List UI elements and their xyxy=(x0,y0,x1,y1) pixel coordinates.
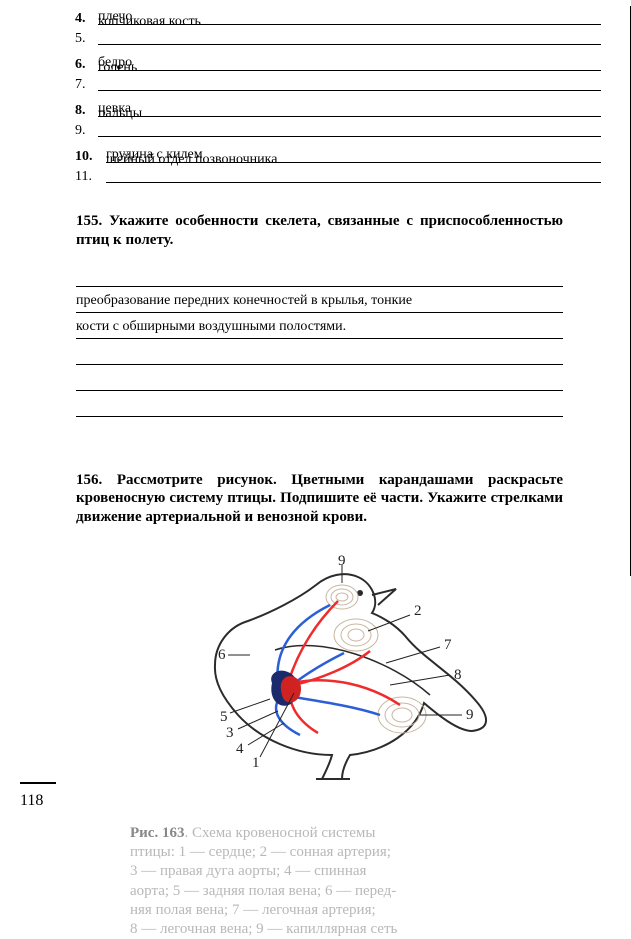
caption-text: . Схема кровеносной системы xyxy=(184,825,375,841)
blank-line xyxy=(76,372,563,391)
caption-text: аорта; 5 — задняя полая вена; 6 — перед- xyxy=(130,883,396,899)
answer-row: 5. копчиковая кость xyxy=(76,30,601,48)
answer-text: шейный отдел позвоночника xyxy=(106,152,277,168)
answer-row: 6. бедро xyxy=(76,56,601,74)
heart xyxy=(271,670,301,705)
exercise-155-title: 155. Укажите особенности скелета, связан… xyxy=(76,212,563,250)
caption-text: 8 — легочная вена; 9 — капиллярная сеть xyxy=(130,921,397,937)
answer-underline xyxy=(98,90,601,91)
page: 4. плечо 5. копчиковая кость 6. бедро 7.… xyxy=(0,0,631,910)
answer-line-text: преобразование передних конечностей в кр… xyxy=(76,293,412,309)
fig-label-7: 7 xyxy=(444,637,452,653)
answer-row: 8. цевка xyxy=(76,102,601,120)
answer-line: кости с обширными воздушными полостями. xyxy=(76,320,563,339)
answer-number: 11. xyxy=(75,169,92,185)
bird-outline xyxy=(214,574,485,779)
answer-row: 11. шейный отдел позвоночника xyxy=(76,168,601,186)
fig-label-9: 9 xyxy=(338,555,346,569)
answer-number: 5. xyxy=(75,31,86,47)
blank-line xyxy=(76,346,563,365)
answer-number: 9. xyxy=(75,123,86,139)
answer-number: 8. xyxy=(75,103,86,119)
answer-underline xyxy=(98,44,601,45)
answer-number: 6. xyxy=(75,57,86,73)
bird-diagram-svg: 9 2 7 8 9 6 5 3 4 1 xyxy=(120,555,520,785)
blank-line xyxy=(76,268,563,287)
caption-lead: Рис. 163 xyxy=(130,825,184,841)
exercise-156-title: 156. Рассмотрите рисунок. Цветными каран… xyxy=(76,471,563,527)
fig-label-3: 3 xyxy=(226,725,234,741)
answer-row: 7. голень xyxy=(76,76,601,94)
answer-line: преобразование передних конечностей в кр… xyxy=(76,294,563,313)
fig-label-1: 1 xyxy=(252,755,260,771)
fig-label-8: 8 xyxy=(454,667,462,683)
answer-row: 9. пальцы xyxy=(76,122,601,140)
answer-text: голень xyxy=(98,60,137,76)
answer-text: пальцы xyxy=(98,106,142,122)
answer-number: 4. xyxy=(75,11,86,27)
page-number: 118 xyxy=(20,792,43,810)
fig-label-4: 4 xyxy=(236,741,244,757)
answer-underline xyxy=(98,116,601,117)
answer-line-text: кости с обширными воздушными полостями. xyxy=(76,319,346,335)
fig-label-2: 2 xyxy=(414,603,422,619)
caption-text: 3 — правая дуга аорты; 4 — спинная xyxy=(130,863,366,879)
answer-underline xyxy=(106,182,601,183)
answer-number: 7. xyxy=(75,77,86,93)
page-number-rule xyxy=(20,782,56,784)
fig-label-9: 9 xyxy=(466,707,474,723)
answer-underline xyxy=(98,70,601,71)
blank-line xyxy=(76,398,563,417)
answer-number: 10. xyxy=(75,149,93,165)
caption-text: птицы: 1 — сердце; 2 — сонная артерия; xyxy=(130,844,391,860)
numbered-answers: 4. плечо 5. копчиковая кость 6. бедро 7.… xyxy=(76,10,601,186)
answer-text: копчиковая кость xyxy=(98,14,201,30)
exercise-155-lines: преобразование передних конечностей в кр… xyxy=(76,268,563,417)
figure-163: 9 2 7 8 9 6 5 3 4 1 xyxy=(28,555,611,785)
bird-diagram: 9 2 7 8 9 6 5 3 4 1 xyxy=(214,555,485,779)
figure-caption: Рис. 163. Схема кровеносной системы птиц… xyxy=(130,824,615,939)
fig-label-6: 6 xyxy=(218,647,226,663)
capillary-net xyxy=(326,585,426,733)
fig-label-5: 5 xyxy=(220,709,228,725)
answer-underline xyxy=(98,136,601,137)
